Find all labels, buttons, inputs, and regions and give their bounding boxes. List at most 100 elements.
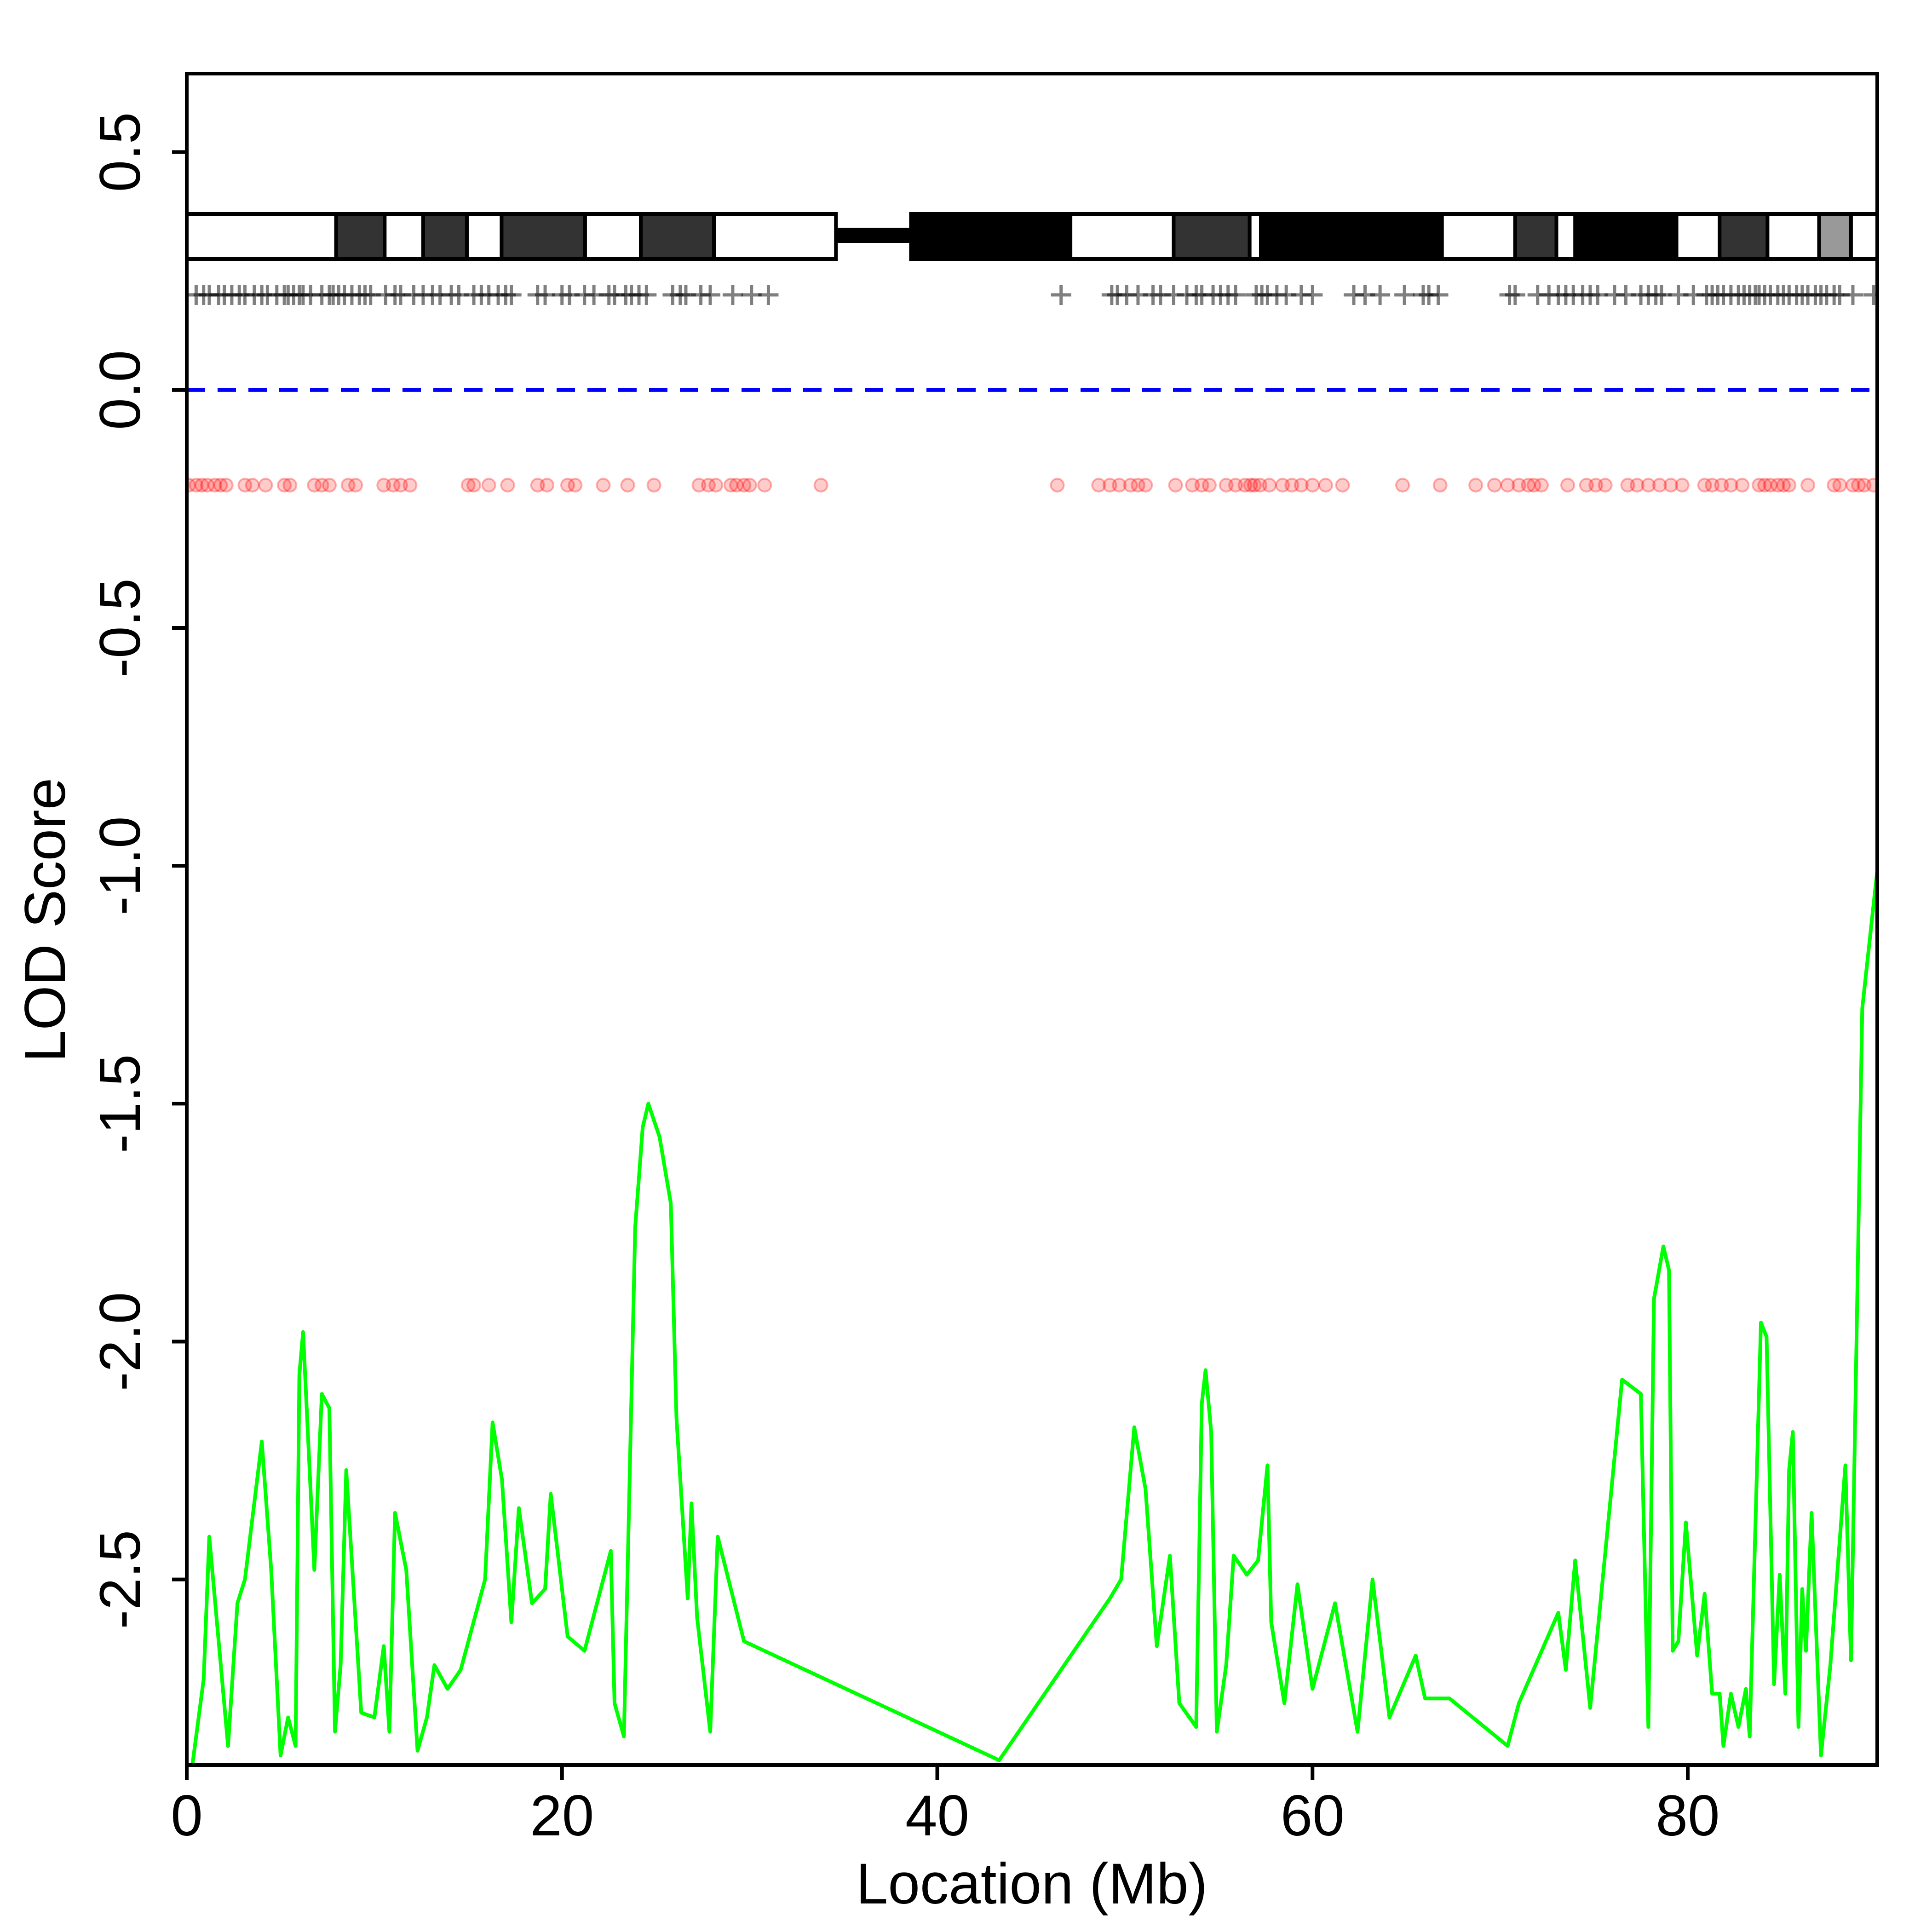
snp-dot <box>1579 477 1594 493</box>
snp-dot <box>729 477 744 493</box>
marker <box>1051 284 1071 305</box>
snp-dot <box>620 477 635 493</box>
snp-dot <box>1050 477 1065 493</box>
snp-dot <box>348 477 363 493</box>
ideogram-band <box>1069 212 1176 261</box>
snp-dot <box>1832 477 1847 493</box>
ideogram-band <box>1817 212 1853 261</box>
snp-dot <box>1674 477 1690 493</box>
marker <box>1428 284 1449 305</box>
snp-dot <box>1851 477 1866 493</box>
snp-dot <box>189 477 204 493</box>
y-tick-label: 0.5 <box>88 112 152 192</box>
snp-dot <box>1598 477 1613 493</box>
snp-dot <box>207 477 223 493</box>
snp-dot <box>1782 477 1797 493</box>
snp-dot <box>385 477 401 493</box>
ideogram-band <box>1674 212 1722 261</box>
ideogram-band <box>1172 212 1252 261</box>
marker <box>1863 284 1877 305</box>
snp-dot <box>322 477 337 493</box>
snp-dot <box>1521 477 1536 493</box>
x-tick-label: 20 <box>530 1784 594 1848</box>
marker <box>700 284 720 305</box>
ideogram-band <box>1440 212 1517 261</box>
plot-area <box>187 212 1877 1765</box>
snp-dot <box>1620 477 1635 493</box>
snp-dot <box>540 477 555 493</box>
snp-dot <box>1641 477 1656 493</box>
marker <box>535 284 556 305</box>
snp-dot <box>1202 477 1217 493</box>
ideogram-band <box>187 212 338 261</box>
snp-dot <box>1253 477 1268 493</box>
snp-dot <box>1652 477 1667 493</box>
ideogram-band <box>421 212 469 261</box>
snp-dot <box>1560 477 1575 493</box>
snp-dot <box>1335 477 1350 493</box>
snp-dot <box>736 477 752 493</box>
snp-dot <box>568 477 583 493</box>
snp-dot <box>1112 477 1127 493</box>
snp-dot <box>1857 477 1872 493</box>
snp-dot <box>1526 477 1541 493</box>
marker <box>1394 284 1415 305</box>
snp-dot <box>1243 477 1258 493</box>
snp-dot <box>1588 477 1604 493</box>
snp-dot <box>530 477 545 493</box>
snp-dot <box>1534 477 1549 493</box>
snp-dot <box>307 477 322 493</box>
ideogram-band <box>1248 212 1263 261</box>
snp-dot <box>187 477 196 493</box>
y-tick-label: -2.5 <box>88 1530 152 1629</box>
snp-dot <box>1318 477 1333 493</box>
ideogram-band <box>1718 212 1770 261</box>
snp-dot <box>1776 477 1791 493</box>
ideogram-band <box>465 212 504 261</box>
snp-dot <box>1228 477 1243 493</box>
snp-dot <box>245 477 260 493</box>
x-tick-label: 40 <box>905 1784 969 1848</box>
ideogram-band <box>500 212 587 261</box>
x-tick-label: 0 <box>171 1784 203 1848</box>
ideogram-band <box>639 212 716 261</box>
y-axis-label: LOD Score <box>13 778 77 1062</box>
snp-dot <box>1827 477 1842 493</box>
snp-dot <box>194 477 209 493</box>
marker <box>1302 284 1323 305</box>
snp-dot <box>1168 477 1183 493</box>
snp-dot <box>1705 477 1720 493</box>
snp-dot <box>282 477 298 493</box>
snp-dot <box>1752 477 1767 493</box>
snp-dot <box>596 477 611 493</box>
snp-dot <box>646 477 661 493</box>
ideogram-band <box>334 212 387 261</box>
snp-dot <box>1130 477 1145 493</box>
snp-dot <box>1284 477 1300 493</box>
snp-dot <box>200 477 215 493</box>
marker <box>636 284 657 305</box>
snp-dot <box>691 477 707 493</box>
centromere <box>836 228 911 243</box>
marker <box>1842 284 1863 305</box>
snp-dot <box>1237 477 1253 493</box>
snp-dot <box>1763 477 1778 493</box>
x-axis-label: Location (Mb) <box>856 1852 1208 1916</box>
ideogram-band <box>1849 212 1877 261</box>
snp-dot <box>481 477 496 493</box>
snp-dot <box>258 477 273 493</box>
snp-dot <box>340 477 356 493</box>
snp-dot <box>1123 477 1138 493</box>
ideogram-band <box>712 212 838 261</box>
ideogram-band <box>383 212 425 261</box>
snp-dot <box>1663 477 1679 493</box>
snp-dot <box>1247 477 1262 493</box>
snp-dot <box>376 477 391 493</box>
plot-frame <box>185 72 1879 1767</box>
y-tick-label: -0.5 <box>88 578 152 677</box>
y-tick-label: -1.5 <box>88 1054 152 1153</box>
marker <box>758 284 779 305</box>
ideogram-band <box>1573 212 1679 261</box>
snp-dot <box>1305 477 1320 493</box>
